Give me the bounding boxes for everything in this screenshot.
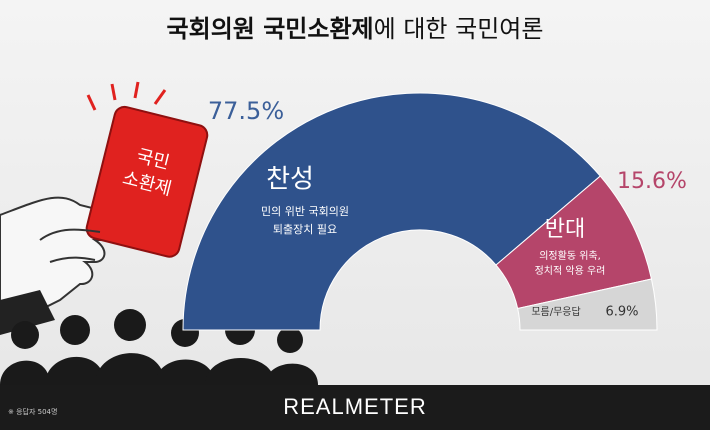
title-regular: 에 대한 국민여론 [374, 15, 544, 43]
value-label: 77.5% [208, 97, 284, 125]
footer-bar [0, 385, 710, 430]
value-label: 6.9% [605, 305, 638, 320]
category-label: 반대 [545, 217, 585, 242]
red-card [85, 105, 209, 258]
description: 의정활동 위축, [539, 249, 601, 262]
description: 퇴출장치 필요 [273, 223, 337, 236]
logo: REALMETER [283, 394, 426, 419]
value-label: 15.6% [617, 169, 687, 194]
description: 정치적 악용 우려 [535, 265, 606, 277]
footnote: ※ 응답자 504명 [8, 407, 57, 416]
donut-segment [517, 278, 658, 331]
category-label: 모름/무응답 [531, 306, 580, 318]
hand-illustration: 국민 소환제 [0, 81, 209, 335]
description: 민의 위반 국회의원 [261, 205, 349, 218]
chart-title: 국회의원 국민소환제에 대한 국민여론 [167, 15, 544, 43]
donut-segment [182, 92, 601, 331]
title-bold: 국회의원 국민소환제 [167, 15, 374, 43]
category-label: 찬성 [266, 165, 314, 195]
